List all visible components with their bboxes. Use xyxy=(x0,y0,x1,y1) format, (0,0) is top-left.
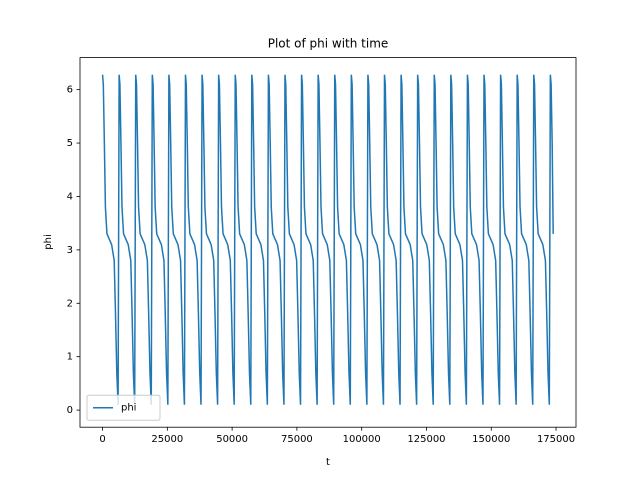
x-tick-label: 25000 xyxy=(151,434,183,445)
x-axis-label: t xyxy=(326,457,330,468)
x-tick-label: 50000 xyxy=(216,434,248,445)
x-tick-label: 100000 xyxy=(343,434,381,445)
x-tick-label: 75000 xyxy=(281,434,313,445)
x-tick-label: 0 xyxy=(99,434,105,445)
y-tick-label: 2 xyxy=(67,298,73,309)
legend-label: phi xyxy=(121,403,136,414)
x-tick-label: 150000 xyxy=(472,434,510,445)
data-line xyxy=(101,74,554,405)
x-tick-label: 125000 xyxy=(407,434,445,445)
chart-title: Plot of phi with time xyxy=(268,37,389,51)
y-tick-label: 4 xyxy=(67,191,73,202)
legend-box xyxy=(86,394,161,421)
y-tick-label: 5 xyxy=(67,138,73,149)
y-tick-label: 1 xyxy=(67,352,73,363)
plot-frame xyxy=(79,57,577,428)
x-tick-label: 175000 xyxy=(537,434,575,445)
y-tick-label: 6 xyxy=(67,85,73,96)
y-tick-label: 0 xyxy=(67,405,73,416)
y-axis-label: phi xyxy=(43,234,54,249)
y-tick-label: 3 xyxy=(67,245,73,256)
